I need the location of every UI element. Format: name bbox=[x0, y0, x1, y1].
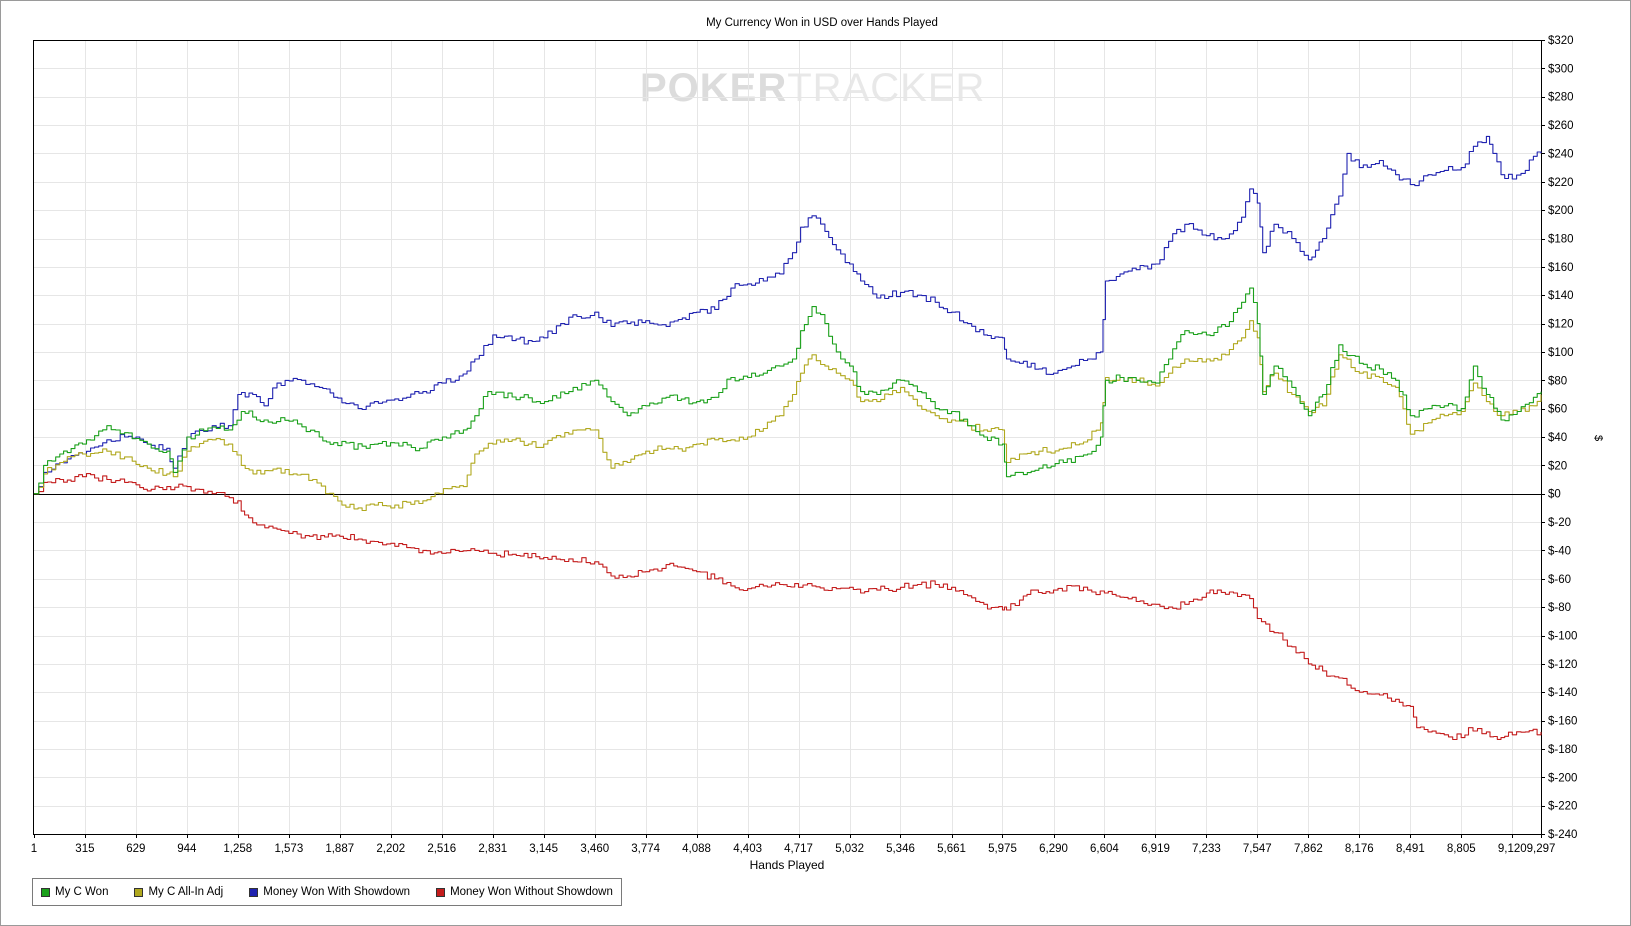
legend-item-my-c-won: My C Won bbox=[41, 886, 108, 898]
x-tick-label: 2,202 bbox=[376, 843, 405, 855]
y-tick-label: $-240 bbox=[1548, 829, 1577, 841]
series-line-3 bbox=[34, 473, 1542, 741]
y-tick-label: $280 bbox=[1548, 92, 1574, 104]
x-tick-label: 9,120 bbox=[1498, 843, 1527, 855]
x-tick-label: 8,491 bbox=[1396, 843, 1425, 855]
x-tick-label: 3,145 bbox=[529, 843, 558, 855]
x-tick-label: 8,176 bbox=[1345, 843, 1374, 855]
pokertracker-watermark-logo: POKERTRACKER bbox=[640, 66, 984, 111]
y-tick-label: $320 bbox=[1548, 35, 1574, 47]
watermark-brand-left: POKER bbox=[640, 66, 788, 110]
x-tick-label: 2,516 bbox=[427, 843, 456, 855]
series-line-2 bbox=[34, 135, 1542, 495]
y-tick-label: $200 bbox=[1548, 205, 1574, 217]
x-tick-label: 629 bbox=[126, 843, 145, 855]
y-tick-label: $-180 bbox=[1548, 744, 1577, 756]
y-tick-label: $-220 bbox=[1548, 801, 1577, 813]
legend-item-money-won-with-showdown: Money Won With Showdown bbox=[249, 886, 410, 898]
x-tick-label: 2,831 bbox=[478, 843, 507, 855]
legend-item-money-won-without-showdown: Money Won Without Showdown bbox=[436, 886, 613, 898]
x-tick-label: 9,297 bbox=[1527, 843, 1556, 855]
x-tick-label: 7,547 bbox=[1243, 843, 1272, 855]
y-tick-label: $160 bbox=[1548, 262, 1574, 274]
legend-swatch-red bbox=[436, 887, 446, 897]
y-tick-label: $220 bbox=[1548, 177, 1574, 189]
y-tick-label: $-20 bbox=[1548, 517, 1571, 529]
x-tick-label: 3,774 bbox=[631, 843, 660, 855]
x-tick-label: 1,887 bbox=[325, 843, 354, 855]
y-tick-label: $140 bbox=[1548, 290, 1574, 302]
watermark-brand-right: TRACKER bbox=[787, 66, 986, 110]
grid-lines bbox=[34, 40, 1541, 834]
x-tick-label: 1,258 bbox=[223, 843, 252, 855]
x-tick-label: 4,717 bbox=[784, 843, 813, 855]
x-tick-label: 1 bbox=[31, 843, 37, 855]
x-tick-label: 944 bbox=[177, 843, 197, 855]
legend-label: Money Won With Showdown bbox=[263, 886, 411, 898]
y-tick-label: $180 bbox=[1548, 234, 1574, 246]
y-tick-label: $0 bbox=[1548, 489, 1561, 501]
y-tick-label: $-100 bbox=[1548, 631, 1577, 643]
x-tick-label: 4,403 bbox=[733, 843, 762, 855]
legend-swatch-green bbox=[41, 887, 50, 897]
x-tick-label: 6,604 bbox=[1090, 843, 1119, 855]
legend-label: Money Won Without Showdown bbox=[450, 886, 613, 898]
y-tick-label: $120 bbox=[1548, 319, 1574, 331]
legend-swatch-blue bbox=[249, 887, 259, 897]
y-tick-label: $100 bbox=[1548, 347, 1574, 359]
y-tick-label: $300 bbox=[1548, 63, 1574, 75]
y-tick-label: $-60 bbox=[1548, 574, 1571, 586]
legend-label: My C All-In Adj bbox=[148, 886, 224, 898]
y-tick-label: $240 bbox=[1548, 148, 1574, 160]
y-tick-label: $-140 bbox=[1548, 687, 1577, 699]
series-line-0 bbox=[34, 287, 1542, 495]
series-line-1 bbox=[34, 320, 1542, 512]
x-tick-label: 7,233 bbox=[1192, 843, 1221, 855]
x-tick-label: 7,862 bbox=[1294, 843, 1323, 855]
x-tick-label: 5,346 bbox=[886, 843, 915, 855]
legend-item-my-c-all-in-adj: My C All-In Adj bbox=[134, 886, 223, 898]
y-tick-label: $-120 bbox=[1548, 659, 1577, 671]
y-axis: $320 $300 $280 $260 $240 $220 $200 $180 $160 $140… bbox=[1541, 35, 1577, 841]
y-tick-label: $-160 bbox=[1548, 716, 1577, 728]
x-tick-label: 3,460 bbox=[580, 843, 609, 855]
x-tick-label: 4,088 bbox=[682, 843, 711, 855]
y-axis-label: $ bbox=[1592, 435, 1604, 441]
y-tick-label: $-200 bbox=[1548, 772, 1577, 784]
y-tick-label: $-80 bbox=[1548, 602, 1571, 614]
y-tick-label: $40 bbox=[1548, 432, 1567, 444]
x-axis: 1 315 629 944 1,258 1,573 1,887 2,202 2,516 2,831… bbox=[31, 834, 1556, 855]
x-tick-label: 5,032 bbox=[835, 843, 864, 855]
x-tick-label: 8,805 bbox=[1447, 843, 1476, 855]
legend-swatch-olive bbox=[134, 887, 144, 897]
y-tick-label: $-40 bbox=[1548, 545, 1571, 557]
x-axis-label: Hands Played bbox=[750, 858, 825, 872]
chart-title: My Currency Won in USD over Hands Played bbox=[706, 17, 938, 29]
series-lines bbox=[34, 135, 1542, 741]
x-tick-label: 5,661 bbox=[937, 843, 966, 855]
x-tick-label: 315 bbox=[75, 843, 94, 855]
y-tick-label: $60 bbox=[1548, 404, 1567, 416]
x-tick-label: 5,975 bbox=[988, 843, 1017, 855]
legend-label: My C Won bbox=[55, 886, 109, 898]
chart-legend: My C Won My C All-In Adj Money Won With … bbox=[32, 878, 622, 906]
y-tick-label: $260 bbox=[1548, 120, 1574, 132]
y-tick-label: $80 bbox=[1548, 375, 1567, 387]
x-tick-label: 1,573 bbox=[274, 843, 303, 855]
y-tick-label: $20 bbox=[1548, 460, 1567, 472]
x-tick-label: 6,290 bbox=[1039, 843, 1068, 855]
x-tick-label: 6,919 bbox=[1141, 843, 1170, 855]
